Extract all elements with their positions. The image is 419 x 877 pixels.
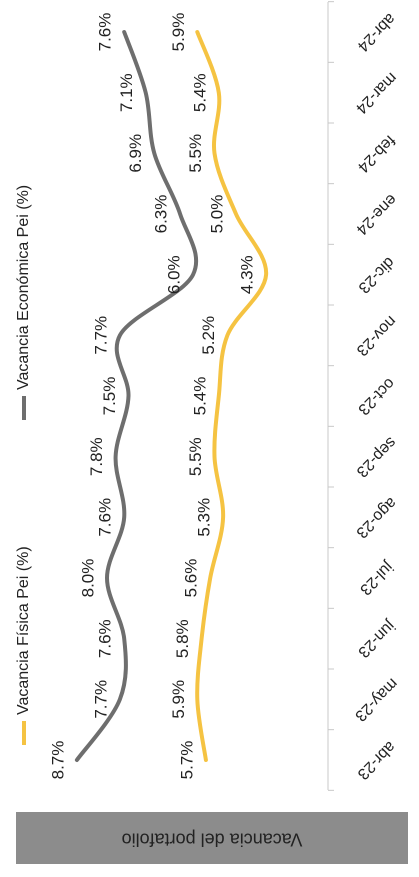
data-label: 6.3%: [152, 195, 171, 234]
data-label: 6.9%: [126, 134, 145, 173]
data-label: 8.0%: [78, 559, 97, 598]
legend-label: Vacancia Física Pei (%): [15, 546, 32, 715]
category-label: sep-23: [353, 434, 400, 481]
banner-title: Vacancia del portafolio: [122, 829, 303, 849]
data-label: 8.7%: [48, 741, 67, 780]
data-label: 7.6%: [96, 619, 115, 658]
category-label: mar-24: [352, 69, 400, 117]
category-label: feb-24: [354, 131, 398, 175]
plot-area: abr-23 may-23 jun-23 jul-23 ago-23 sep-23 oct-…: [15, 1, 401, 791]
data-label: 5.9%: [169, 13, 188, 52]
series-line-2: [74, 30, 199, 762]
category-label: abr-24: [354, 10, 399, 55]
category-axis: abr-23 may-23 jun-23 jul-23 ago-23 sep-23 oct-…: [327, 1, 401, 791]
data-label: 7.7%: [91, 316, 110, 355]
data-label: 5.6%: [182, 559, 201, 598]
category-label: abr-23: [354, 738, 399, 783]
data-label: 5.5%: [186, 134, 205, 173]
data-label: 7.7%: [91, 680, 110, 719]
data-label: 5.8%: [173, 619, 192, 658]
category-label: dic-23: [355, 253, 398, 296]
legend: Vacancia Física Pei (%) Vacancia Económic…: [15, 185, 32, 745]
data-label: 5.4%: [190, 377, 209, 416]
series-lines: [74, 30, 269, 762]
banner-title-group: Vacancia del portafolio: [122, 829, 303, 849]
data-label: 4.3%: [238, 255, 257, 294]
data-label: 5.9%: [169, 680, 188, 719]
data-label: 7.8%: [87, 437, 106, 476]
category-label: jul-23: [356, 558, 396, 598]
category-label: nov-23: [353, 312, 400, 359]
legend-label: Vacancia Económica Pei (%): [15, 185, 32, 390]
series-line-1: [195, 30, 269, 762]
data-label: 5.0%: [207, 195, 226, 234]
category-label: oct-23: [354, 374, 398, 418]
data-labels: 5.7% 5.9% 5.8% 5.6% 5.3% 5.5% 5.4% 5.2% 4.3% 5.0%…: [48, 13, 256, 780]
data-label: 6.0%: [164, 255, 183, 294]
data-label: 5.4%: [190, 73, 209, 112]
data-label: 7.1%: [117, 73, 136, 112]
data-label: 5.2%: [199, 316, 218, 355]
data-label: 7.6%: [96, 498, 115, 537]
data-label: 7.5%: [100, 377, 119, 416]
data-label: 5.3%: [195, 498, 214, 537]
category-label: ago-23: [352, 494, 399, 541]
category-label: may-23: [351, 675, 401, 725]
banner-background: [16, 812, 408, 864]
category-label: ene-24: [352, 191, 399, 238]
category-label: jun-23: [354, 616, 398, 660]
data-label: 5.5%: [186, 437, 205, 476]
data-label: 7.6%: [96, 13, 115, 52]
data-label: 5.7%: [177, 741, 196, 780]
